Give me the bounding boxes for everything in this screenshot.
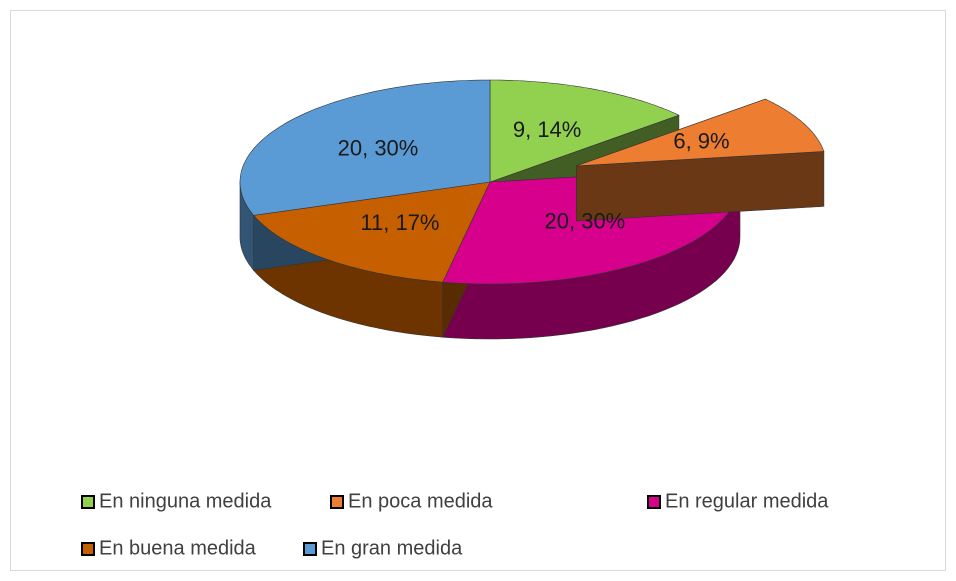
legend-swatch [330, 495, 344, 509]
slice [576, 98, 825, 167]
data-label: 20, 30% [545, 208, 626, 233]
legend-label: En poca medida [348, 490, 493, 512]
legend-label: En regular medida [665, 490, 829, 512]
data-label: 9, 14% [513, 117, 582, 142]
slice [239, 79, 491, 216]
legend-swatch [81, 542, 95, 556]
legend-label: En buena medida [99, 537, 257, 559]
legend-swatch [647, 495, 661, 509]
data-label: 20, 30% [338, 135, 419, 160]
data-label: 11, 17% [360, 210, 439, 235]
legend-swatch [303, 542, 317, 556]
legend-swatch [81, 495, 95, 509]
legend-label: En ninguna medida [99, 490, 272, 512]
slice [489, 79, 680, 183]
data-label: 6, 9% [673, 128, 729, 153]
legend-label: En gran medida [321, 537, 463, 559]
